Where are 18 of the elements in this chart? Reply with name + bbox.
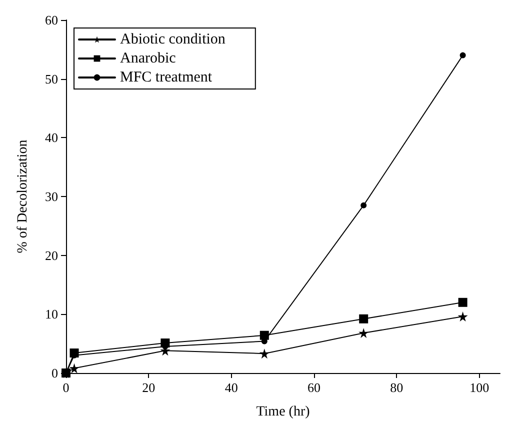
y-tick-label: 50 [45, 71, 58, 86]
x-tick-label: 20 [142, 380, 156, 395]
legend-label: MFC treatment [120, 70, 213, 86]
y-tick-label: 20 [45, 248, 58, 263]
legend-label: Anarobic [120, 50, 176, 66]
y-axis-title: % of Decolorization [16, 140, 30, 254]
x-tick-label: 0 [62, 380, 70, 395]
x-axis-title: Time (hr) [256, 404, 310, 420]
y-tick-label: 30 [45, 189, 58, 204]
x-tick-label: 60 [308, 380, 320, 395]
y-tick-label: 40 [45, 130, 58, 146]
y-tick-label: 0 [52, 366, 58, 380]
x-tick-label: 80 [390, 380, 404, 395]
y-tick-label: 60 [45, 12, 58, 28]
y-tick-label: 10 [45, 306, 58, 322]
legend-label: Abiotic condition [120, 32, 226, 48]
x-tick-label: 40 [224, 380, 238, 395]
x-tick-label: 100 [470, 380, 490, 395]
